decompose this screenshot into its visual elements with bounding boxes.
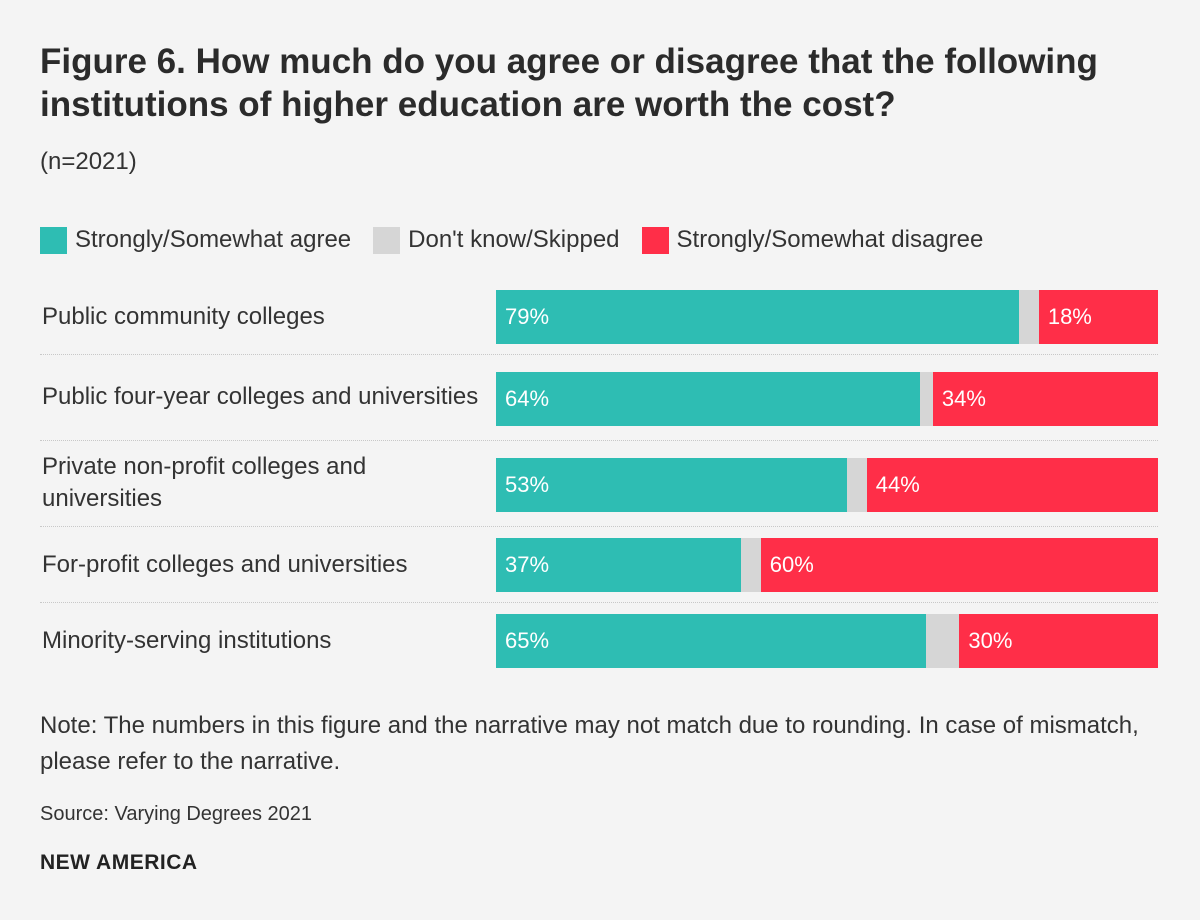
legend-swatch-agree — [40, 226, 67, 254]
bar-segment-disagree — [866, 458, 1158, 512]
data-label-disagree: 34% — [941, 386, 986, 411]
data-label-agree: 37% — [505, 552, 550, 577]
category-label-text: Private non-profit colleges and universi… — [42, 453, 367, 512]
bar-segment-dont-know — [1018, 290, 1039, 344]
legend-item-disagree: Strongly/Somewhat disagree — [641, 226, 984, 254]
legend-swatch-disagree — [641, 226, 669, 254]
category-label-text: Public four-year colleges and universiti… — [42, 383, 479, 410]
bar-segment-agree — [496, 290, 1019, 344]
bar-segment-dont-know — [926, 614, 960, 668]
legend-item-agree: Strongly/Somewhat agree — [40, 226, 351, 254]
data-label-disagree: 44% — [875, 472, 920, 497]
bar-segment-agree — [496, 458, 847, 512]
row-divider — [40, 526, 1158, 527]
chart-subtitle: (n=2021) — [40, 148, 137, 175]
data-label-disagree: 60% — [769, 552, 814, 577]
row-divider — [40, 354, 1158, 355]
bar-segment-disagree — [760, 538, 1158, 592]
category-label: Minority-serving institutions — [42, 601, 492, 681]
bar-segment-agree — [496, 372, 920, 426]
brand-logo-text: NEW AMERICA — [40, 851, 198, 874]
legend-label-agree: Strongly/Somewhat agree — [75, 226, 352, 253]
data-label-agree: 64% — [505, 386, 550, 411]
legend-item-dont-know: Don't know/Skipped — [373, 226, 620, 254]
bar-segment-agree — [496, 538, 741, 592]
category-label-text: Minority-serving institutions — [42, 627, 332, 654]
data-label-agree: 79% — [505, 304, 550, 329]
category-label: Private non-profit colleges and universi… — [42, 443, 492, 523]
data-label-agree: 65% — [505, 628, 550, 653]
chart-note: Note: The numbers in this figure and the… — [40, 712, 1139, 775]
data-label-disagree: 18% — [1047, 304, 1092, 329]
legend: Strongly/Somewhat agree Don't know/Skipp… — [40, 226, 1005, 254]
category-label: Public community colleges — [42, 277, 492, 357]
row-divider — [40, 440, 1158, 441]
bar-segment-dont-know — [919, 372, 933, 426]
bar-segment-dont-know — [740, 538, 761, 592]
category-label: Public four-year colleges and universiti… — [42, 357, 492, 437]
category-label: For-profit colleges and universities — [42, 525, 492, 605]
bar-segment-disagree — [1038, 290, 1158, 344]
bar-segment-agree — [496, 614, 927, 668]
legend-label-dont-know: Don't know/Skipped — [408, 226, 620, 253]
row-divider — [40, 602, 1158, 603]
bar-segment-dont-know — [846, 458, 867, 512]
chart-title: Figure 6. How much do you agree or disag… — [40, 42, 1098, 124]
data-label-agree: 53% — [505, 472, 550, 497]
category-label-text: Public community colleges — [42, 303, 325, 330]
category-label-text: For-profit colleges and universities — [42, 551, 408, 578]
bar-segment-disagree — [932, 372, 1158, 426]
legend-label-disagree: Strongly/Somewhat disagree — [676, 226, 984, 253]
legend-swatch-dont-know — [373, 226, 401, 254]
bar-segment-disagree — [959, 614, 1158, 668]
data-label-disagree: 30% — [968, 628, 1013, 653]
chart-source: Source: Varying Degrees 2021 — [40, 803, 313, 825]
